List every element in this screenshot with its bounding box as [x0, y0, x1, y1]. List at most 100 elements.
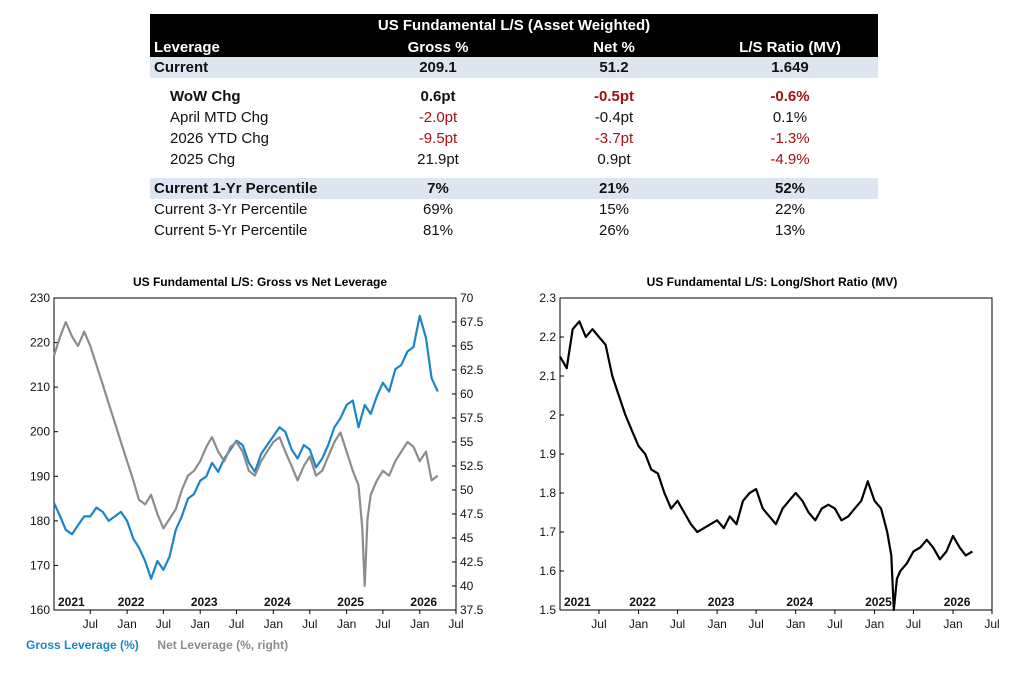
- year-label: 2024: [786, 595, 813, 609]
- year-label: 2023: [708, 595, 735, 609]
- year-label: 2025: [865, 595, 892, 609]
- y-tick-label: 210: [30, 380, 50, 394]
- y2-tick-label: 50: [460, 483, 474, 497]
- year-label: 2023: [191, 595, 218, 609]
- y2-tick-label: 60: [460, 387, 474, 401]
- gross-net-leverage-chart: US Fundamental L/S: Gross vs Net Leverag…: [14, 268, 502, 668]
- y-tick-label: 230: [30, 291, 50, 305]
- year-label: 2022: [629, 595, 656, 609]
- y-tick-label: 200: [30, 425, 50, 439]
- row-value: 209.1: [419, 59, 457, 76]
- x-tick-label: Jan: [629, 617, 648, 631]
- y-tick-label: 1.9: [539, 447, 556, 461]
- chart2-title: US Fundamental L/S: Long/Short Ratio (MV…: [647, 275, 898, 289]
- x-tick-label: Jul: [229, 617, 244, 631]
- x-tick-label: Jul: [670, 617, 685, 631]
- table-row: Current 209.1 51.2 1.649: [150, 57, 878, 78]
- legend-net: Net Leverage (%, right): [157, 638, 289, 652]
- y-tick-label: 2.2: [539, 330, 556, 344]
- x-tick-label: Jan: [943, 617, 962, 631]
- ls-ratio-chart: US Fundamental L/S: Long/Short Ratio (MV…: [520, 268, 1020, 668]
- row-value: 51.2: [599, 59, 629, 76]
- row-value: -1.3%: [770, 130, 810, 147]
- y-tick-label: 1.5: [539, 603, 556, 617]
- row-value: 0.1%: [772, 109, 808, 126]
- table-header-row: Leverage Gross % Net % L/S Ratio (MV): [150, 37, 878, 57]
- y-tick-label: 180: [30, 514, 50, 528]
- x-tick-label: Jul: [984, 617, 999, 631]
- row-value: 7%: [427, 180, 449, 197]
- row-value: 13%: [774, 222, 806, 239]
- header-gross: Gross %: [407, 38, 469, 56]
- y2-tick-label: 70: [460, 291, 474, 305]
- x-tick-label: Jul: [748, 617, 763, 631]
- year-label: 2025: [337, 595, 364, 609]
- row-value: 15%: [598, 201, 630, 218]
- row-value: 22%: [774, 201, 806, 218]
- x-tick-label: Jan: [337, 617, 356, 631]
- table-gap: [150, 78, 878, 86]
- y2-tick-label: 42.5: [460, 555, 484, 569]
- table-row: 2025 Chg 21.9pt 0.9pt -4.9%: [150, 149, 878, 170]
- chart1-title: US Fundamental L/S: Gross vs Net Leverag…: [133, 275, 387, 289]
- y2-tick-label: 40: [460, 579, 474, 593]
- row-value: 81%: [422, 222, 454, 239]
- row-label: April MTD Chg: [170, 109, 269, 126]
- table-gap: [150, 170, 878, 178]
- x-tick-label: Jul: [83, 617, 98, 631]
- year-label: 2022: [118, 595, 145, 609]
- y-tick-label: 2.3: [539, 291, 556, 305]
- y-tick-label: 170: [30, 558, 50, 572]
- y-tick-label: 2.1: [539, 369, 556, 383]
- series-line-0: [559, 320, 973, 612]
- x-tick-label: Jul: [302, 617, 317, 631]
- row-label: Current: [154, 59, 209, 76]
- gross-net-chart-svg: US Fundamental L/S: Gross vs Net Leverag…: [30, 275, 484, 631]
- year-label: 2024: [264, 595, 291, 609]
- plot-frame: [53, 297, 457, 611]
- row-value: 69%: [422, 201, 454, 218]
- y2-tick-label: 65: [460, 339, 474, 353]
- row-value: -0.5pt: [593, 88, 634, 105]
- x-tick-label: Jul: [591, 617, 606, 631]
- y2-tick-label: 67.5: [460, 315, 484, 329]
- x-tick-label: Jan: [191, 617, 210, 631]
- year-label: 2026: [410, 595, 437, 609]
- y2-tick-label: 52.5: [460, 459, 484, 473]
- table-title: US Fundamental L/S (Asset Weighted): [150, 14, 878, 37]
- row-label: 2026 YTD Chg: [170, 130, 269, 147]
- row-value: -0.4pt: [594, 109, 634, 126]
- x-tick-label: Jan: [117, 617, 136, 631]
- x-tick-label: Jul: [156, 617, 171, 631]
- x-tick-label: Jan: [264, 617, 283, 631]
- x-tick-label: Jul: [375, 617, 390, 631]
- y2-tick-label: 62.5: [460, 363, 484, 377]
- y2-tick-label: 45: [460, 531, 474, 545]
- row-value: 26%: [598, 222, 630, 239]
- x-tick-label: Jan: [707, 617, 726, 631]
- table-row: 2026 YTD Chg -9.5pt -3.7pt -1.3%: [150, 128, 878, 149]
- series-line-1: [52, 320, 439, 588]
- row-label: Current 1-Yr Percentile: [154, 180, 318, 197]
- row-label: Current 5-Yr Percentile: [154, 222, 308, 239]
- row-value: 21.9pt: [417, 151, 459, 168]
- x-tick-label: Jul: [827, 617, 842, 631]
- header-net: Net %: [593, 38, 635, 56]
- y-tick-label: 220: [30, 336, 50, 350]
- legend-gross: Gross Leverage (%): [26, 638, 139, 652]
- y-tick-label: 190: [30, 469, 50, 483]
- table-title-text: US Fundamental L/S (Asset Weighted): [377, 17, 651, 34]
- x-tick-label: Jan: [786, 617, 805, 631]
- header-ls-ratio: L/S Ratio (MV): [739, 38, 841, 56]
- x-tick-label: Jul: [448, 617, 463, 631]
- row-value: -2.0pt: [418, 109, 458, 126]
- row-value: 1.649: [771, 59, 809, 76]
- row-value: -3.7pt: [594, 130, 634, 147]
- y2-tick-label: 55: [460, 435, 474, 449]
- row-value: -0.6%: [770, 88, 810, 105]
- summary-table: US Fundamental L/S (Asset Weighted) Leve…: [150, 14, 878, 241]
- year-label: 2026: [944, 595, 971, 609]
- table-row: Current 5-Yr Percentile 81% 26% 13%: [150, 220, 878, 241]
- x-tick-label: Jul: [906, 617, 921, 631]
- table-row: Current 3-Yr Percentile 69% 15% 22%: [150, 199, 878, 220]
